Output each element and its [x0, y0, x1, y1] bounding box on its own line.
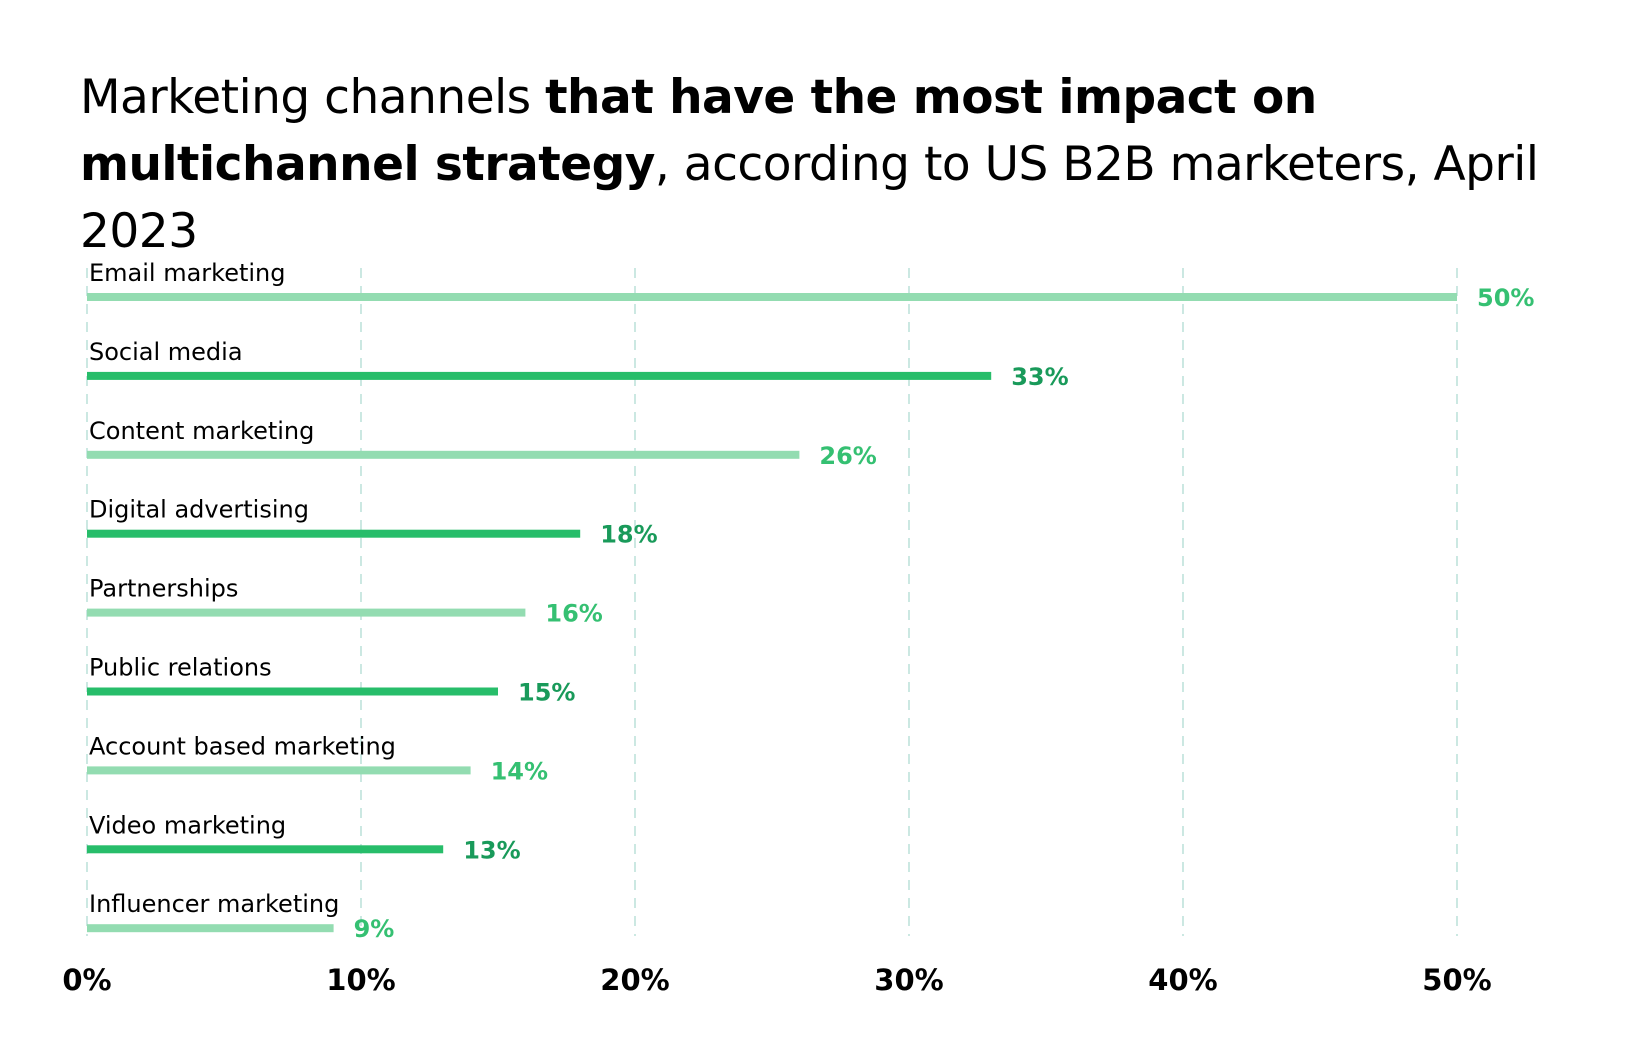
value-label: 50% [1477, 284, 1534, 312]
bar [87, 766, 471, 775]
value-label: 18% [600, 521, 657, 549]
value-label: 14% [491, 757, 548, 785]
x-tick-label: 30% [874, 963, 943, 997]
category-label: Social media [89, 338, 243, 366]
category-label: Email marketing [89, 259, 286, 287]
bar [87, 608, 526, 617]
bar [87, 450, 800, 459]
title-part-suffix: , according to US B2B marketers, April 2… [80, 137, 1539, 259]
category-label: Influencer marketing [89, 890, 339, 918]
category-label: Digital advertising [89, 496, 309, 524]
bar [87, 924, 334, 933]
value-label: 9% [354, 915, 395, 943]
category-label: Video marketing [89, 811, 286, 839]
value-label: 33% [1011, 363, 1068, 391]
bar [87, 293, 1457, 301]
bar [87, 371, 992, 380]
x-tick-label: 50% [1422, 963, 1491, 997]
title-part-bold: that have the most impact on multichanne… [80, 70, 1317, 192]
gridlines [86, 268, 1458, 936]
chart-title: Marketing channels that have the most im… [80, 64, 1580, 265]
category-label: Content marketing [89, 417, 314, 445]
title-part-regular: Marketing channels [80, 70, 546, 125]
value-label: 16% [545, 600, 602, 628]
category-label: Partnerships [89, 575, 238, 603]
bar [87, 687, 498, 696]
category-label: Account based marketing [89, 732, 396, 760]
x-tick-label: 10% [326, 963, 395, 997]
bar [87, 529, 581, 538]
value-label: 26% [819, 442, 876, 470]
x-axis-ticks: 0% 10% 20% 30% 40% 50% [62, 963, 1491, 997]
x-tick-label: 20% [600, 963, 669, 997]
bar [87, 845, 444, 854]
category-label: Public relations [89, 654, 272, 682]
x-tick-label: 40% [1148, 963, 1217, 997]
value-label: 13% [463, 836, 520, 864]
value-label: 15% [518, 679, 575, 707]
x-tick-label: 0% [62, 963, 111, 997]
bars: Email marketing 50% Social media 33% Content… [87, 259, 1534, 943]
